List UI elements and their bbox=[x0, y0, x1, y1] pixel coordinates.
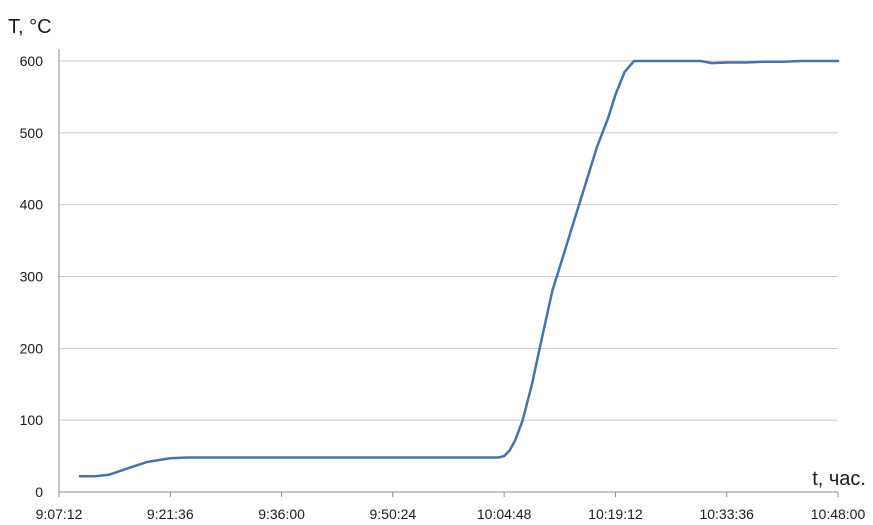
y-tick-labels: 0 100 200 300 400 500 600 bbox=[20, 53, 44, 500]
x-tick-label: 10:48:00 bbox=[811, 506, 866, 522]
y-tick-label: 500 bbox=[20, 125, 44, 141]
x-tick-label: 9:21:36 bbox=[147, 506, 194, 522]
y-tick-label: 400 bbox=[20, 197, 44, 213]
x-tick-label: 10:33:36 bbox=[699, 506, 754, 522]
y-tick-label: 100 bbox=[20, 412, 44, 428]
grid-lines bbox=[59, 60, 838, 421]
x-tick-label: 9:07:12 bbox=[36, 506, 83, 522]
x-tick-labels: 9:07:12 9:21:36 9:36:00 9:50:24 10:04:48 10:1… bbox=[36, 492, 866, 522]
x-tick-label: 9:36:00 bbox=[258, 506, 305, 522]
axes bbox=[58, 49, 838, 493]
y-axis-title: T, °C bbox=[8, 16, 52, 38]
x-tick-label: 10:19:12 bbox=[588, 506, 643, 522]
x-tick-label: 10:04:48 bbox=[477, 506, 532, 522]
y-tick-label: 200 bbox=[20, 340, 44, 356]
y-tick-label: 0 bbox=[35, 484, 43, 500]
x-tick-label: 9:50:24 bbox=[369, 506, 416, 522]
y-tick-label: 300 bbox=[20, 269, 44, 285]
x-axis-title: t, час. bbox=[812, 468, 866, 490]
temperature-series-line bbox=[78, 59, 840, 478]
y-tick-label: 600 bbox=[20, 53, 44, 69]
